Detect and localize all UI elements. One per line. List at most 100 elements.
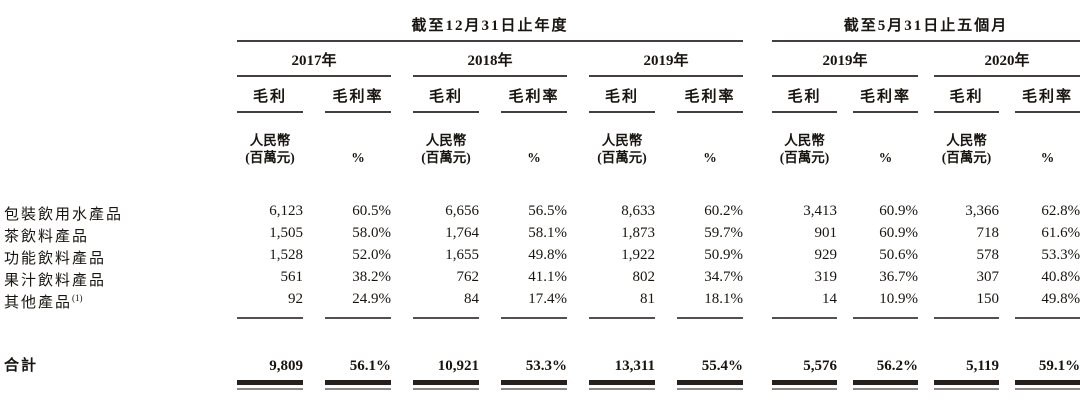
value-cell: 1,505	[269, 225, 303, 241]
total-value-cell: 5,119	[966, 358, 1000, 374]
gross-profit-header: 毛利	[567, 77, 655, 113]
value-cell: 50.6%	[879, 247, 919, 263]
column-spacer	[743, 203, 756, 225]
total-value-cell: 56.2%	[876, 358, 919, 374]
period-group-header-row: 截至12月31日止年度 截至5月31日止五個月	[0, 6, 1080, 42]
gross-profit-table: 截至12月31日止年度 截至5月31日止五個月 2017年 2018年 2019…	[0, 6, 1080, 393]
value-cell: 60.9%	[879, 225, 919, 241]
total-double-rule-row	[0, 375, 1080, 393]
total-value-cell: 10,921	[437, 358, 479, 374]
year-label: 2019年	[772, 49, 919, 77]
column-spacer	[743, 269, 756, 291]
gross-profit-header: 毛利	[918, 77, 1000, 113]
value-cell: 6,123	[269, 203, 303, 219]
column-spacer	[743, 42, 756, 77]
value-cell: 718	[976, 225, 1000, 241]
year-header-2019: 2019年	[567, 42, 744, 77]
currency-unit-header: 人民幣 (百萬元)	[779, 132, 830, 166]
value-cell: 319	[814, 269, 838, 285]
currency-unit-header: 人民幣 (百萬元)	[597, 132, 647, 166]
value-cell: 62.8%	[1041, 203, 1080, 219]
currency-unit-header: 人民幣 (百萬元)	[245, 132, 295, 166]
period-group-title: 截至12月31日止年度	[237, 14, 744, 42]
table-row-total: 合計 9,809 56.1% 10,921 53.3% 13,311 55.4%…	[0, 349, 1080, 375]
label-column-header	[0, 6, 215, 42]
gross-margin-header: 毛利率	[655, 77, 744, 113]
value-cell: 901	[814, 225, 838, 241]
column-spacer	[743, 77, 756, 113]
gross-profit-header: 毛利	[391, 77, 479, 113]
value-cell: 150	[918, 291, 1000, 325]
row-label: 功能飲料產品	[4, 251, 107, 267]
value-cell: 92	[215, 291, 303, 325]
year-label: 2019年	[589, 49, 744, 77]
gross-profit-header: 毛利	[215, 77, 303, 113]
total-value-cell: 55.4%	[701, 358, 744, 374]
header-body-gap	[0, 167, 1080, 203]
double-rule	[325, 380, 391, 390]
percent-unit-header: %	[351, 150, 365, 166]
table-row-functional: 功能飲料產品 1,528 52.0% 1,655 49.8% 1,922 50.…	[0, 247, 1080, 269]
value-cell: 802	[632, 269, 656, 285]
value-cell: 6,656	[445, 203, 479, 219]
percent-unit-header: %	[878, 150, 893, 166]
value-cell: 38.2%	[352, 269, 391, 285]
value-cell: 49.8%	[528, 247, 567, 263]
column-spacer	[743, 349, 756, 375]
body-total-gap	[0, 325, 1080, 349]
value-cell: 41.1%	[528, 269, 567, 285]
double-rule	[853, 380, 919, 390]
value-cell: 60.5%	[352, 203, 391, 219]
period-group-title: 截至5月31日止五個月	[772, 14, 1080, 42]
value-cell: 1,655	[445, 247, 479, 263]
value-cell: 59.7%	[704, 225, 744, 241]
year-header-2018: 2018年	[391, 42, 567, 77]
value-cell: 84	[391, 291, 479, 325]
value-cell: 17.4%	[479, 291, 567, 325]
row-label: 其他產品(1)	[4, 293, 83, 312]
year-header-5m2020: 2020年	[918, 42, 1080, 77]
currency-unit-header: 人民幣 (百萬元)	[421, 132, 471, 166]
column-spacer	[743, 113, 756, 167]
double-rule	[677, 380, 744, 390]
footnote-marker: (1)	[72, 293, 83, 303]
gross-margin-header: 毛利率	[999, 77, 1080, 113]
column-spacer	[743, 225, 756, 247]
total-value-cell: 5,576	[803, 358, 838, 374]
total-value-cell: 53.3%	[525, 358, 567, 374]
value-cell: 50.9%	[704, 247, 744, 263]
year-label: 2020年	[934, 49, 1080, 77]
value-cell: 1,528	[269, 247, 303, 263]
period-group-five-months: 截至5月31日止五個月	[756, 6, 1080, 42]
value-cell: 14	[756, 291, 838, 325]
column-spacer	[743, 291, 756, 325]
double-rule	[501, 380, 567, 390]
row-label: 果汁飲料產品	[4, 273, 107, 289]
value-cell: 1,922	[621, 247, 655, 263]
value-cell: 81	[567, 291, 655, 325]
value-cell: 929	[814, 247, 838, 263]
table-row-other: 其他產品(1) 92 24.9% 84 17.4% 81 18.1% 14 10…	[0, 291, 1080, 325]
table-row-juice: 果汁飲料產品 561 38.2% 762 41.1% 802 34.7% 319…	[0, 269, 1080, 291]
percent-unit-header: %	[527, 150, 541, 166]
value-cell: 762	[456, 269, 480, 285]
total-label: 合計	[4, 358, 39, 374]
value-cell: 36.7%	[879, 269, 919, 285]
year-header-5m2019: 2019年	[756, 42, 919, 77]
percent-unit-header: %	[703, 150, 717, 166]
column-spacer	[743, 247, 756, 269]
year-header-2017: 2017年	[215, 42, 391, 77]
value-cell: 1,873	[621, 225, 655, 241]
double-rule	[772, 380, 838, 390]
value-cell: 52.0%	[352, 247, 391, 263]
value-cell: 8,633	[621, 203, 655, 219]
double-rule	[413, 380, 479, 390]
value-cell: 56.5%	[528, 203, 567, 219]
value-cell: 60.9%	[879, 203, 919, 219]
table-row-tea: 茶飲料產品 1,505 58.0% 1,764 58.1% 1,873 59.7…	[0, 225, 1080, 247]
percent-unit-header: %	[1040, 150, 1055, 166]
value-cell: 18.1%	[655, 291, 744, 325]
total-value-cell: 9,809	[269, 358, 303, 374]
value-cell: 58.0%	[352, 225, 391, 241]
gross-margin-header: 毛利率	[479, 77, 567, 113]
